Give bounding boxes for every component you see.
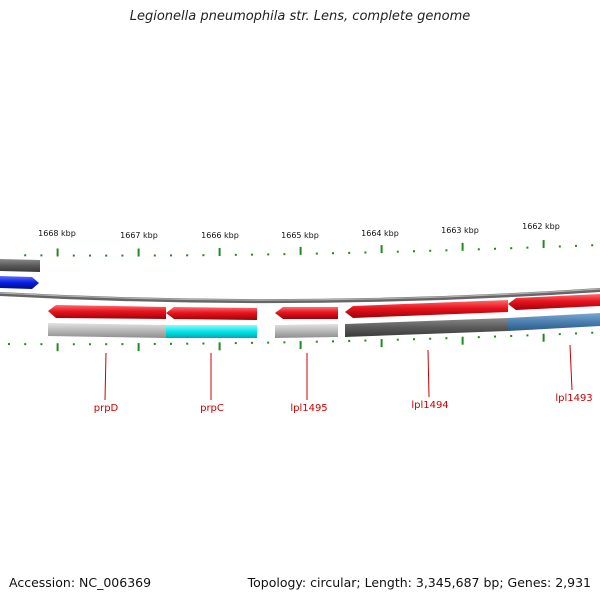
gene-label-lpl1495[interactable]: lpl1495 bbox=[290, 403, 327, 414]
track-segment-gray bbox=[48, 323, 166, 338]
partial-blue-gene bbox=[0, 276, 39, 289]
partial-track-segment bbox=[0, 259, 40, 272]
ruler-label: 1666 kbp bbox=[201, 231, 239, 240]
left-edge-features bbox=[0, 259, 40, 289]
gene-arrow-lpl1495[interactable] bbox=[275, 307, 338, 319]
gene-label-prpD[interactable]: prpD bbox=[94, 403, 119, 414]
gene-labels: prpD prpC lpl1495 lpl1494 lpl1493 bbox=[94, 344, 593, 414]
leader-line bbox=[569, 344, 573, 391]
gene-label-prpC[interactable]: prpC bbox=[200, 403, 224, 414]
leader-line bbox=[427, 349, 430, 398]
ruler-ticks-bottom bbox=[8, 331, 594, 352]
ruler-top: 1668 kbp 1667 kbp 1666 kbp 1665 kbp 1664… bbox=[24, 222, 594, 257]
gene-arrow-lpl1494[interactable] bbox=[345, 300, 508, 318]
track-segment-gray bbox=[275, 324, 338, 338]
map-title: Legionella pneumophila str. Lens, comple… bbox=[129, 9, 471, 24]
track-segment-cyan bbox=[166, 325, 257, 338]
gene-arrow-prpC[interactable] bbox=[166, 307, 257, 320]
ruler-label: 1667 kbp bbox=[120, 231, 158, 240]
gene-arrows[interactable] bbox=[48, 294, 600, 320]
ruler-label: 1663 kbp bbox=[441, 226, 479, 235]
gene-label-lpl1493[interactable]: lpl1493 bbox=[555, 393, 592, 404]
accession-text: Accession: NC_006369 bbox=[9, 575, 152, 590]
leader-line bbox=[104, 352, 107, 401]
annotation-track bbox=[48, 313, 600, 338]
ruler-label: 1664 kbp bbox=[361, 229, 399, 238]
genome-summary-text: Topology: circular; Length: 3,345,687 bp… bbox=[247, 575, 591, 590]
ruler-label: 1668 kbp bbox=[38, 229, 76, 238]
ruler-label: 1662 kbp bbox=[522, 222, 560, 231]
track-segment-steel bbox=[508, 313, 600, 331]
ruler-ticks-top bbox=[24, 240, 594, 257]
ruler-label: 1665 kbp bbox=[281, 231, 319, 240]
ruler-labels: 1668 kbp 1667 kbp 1666 kbp 1665 kbp 1664… bbox=[38, 222, 560, 240]
genome-backbone bbox=[0, 288, 600, 304]
gene-arrow-prpD[interactable] bbox=[48, 305, 166, 319]
gene-arrow-lpl1493[interactable] bbox=[508, 294, 600, 310]
track-segment-dark bbox=[345, 318, 508, 337]
gene-label-lpl1494[interactable]: lpl1494 bbox=[411, 400, 448, 411]
